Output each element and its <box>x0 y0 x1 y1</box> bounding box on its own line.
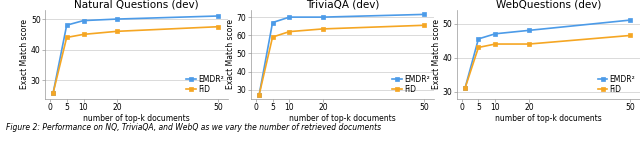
EMDR² <box>461 88 468 89</box>
FiD <box>492 43 499 45</box>
FiD <box>420 24 428 26</box>
EMDR² <box>255 94 263 96</box>
Line: FiD: FiD <box>463 34 632 90</box>
Title: TriviaQA (dev): TriviaQA (dev) <box>306 0 379 9</box>
Line: EMDR²: EMDR² <box>51 14 220 94</box>
EMDR² <box>285 16 293 18</box>
X-axis label: number of top-k documents: number of top-k documents <box>495 114 602 123</box>
Title: Natural Questions (dev): Natural Questions (dev) <box>74 0 199 9</box>
EMDR² <box>214 15 222 17</box>
Text: Figure 2: Performance on NQ, TriviaQA, and WebQ as we vary the number of retriev: Figure 2: Performance on NQ, TriviaQA, a… <box>6 123 381 132</box>
EMDR² <box>63 24 70 26</box>
FiD <box>525 43 532 45</box>
EMDR² <box>113 18 121 20</box>
EMDR² <box>79 20 87 21</box>
X-axis label: number of top-k documents: number of top-k documents <box>83 114 190 123</box>
EMDR² <box>492 33 499 35</box>
EMDR² <box>525 29 532 31</box>
EMDR² <box>319 16 327 18</box>
EMDR² <box>420 14 428 15</box>
Y-axis label: Exact Match score: Exact Match score <box>20 19 29 89</box>
FiD <box>319 28 327 30</box>
Legend: EMDR², FiD: EMDR², FiD <box>186 74 225 95</box>
EMDR² <box>269 22 276 23</box>
Line: EMDR²: EMDR² <box>257 12 426 97</box>
FiD <box>49 92 57 93</box>
Title: WebQuestions (dev): WebQuestions (dev) <box>495 0 601 9</box>
X-axis label: number of top-k documents: number of top-k documents <box>289 114 396 123</box>
FiD <box>461 88 468 89</box>
Line: FiD: FiD <box>51 25 220 94</box>
FiD <box>626 35 634 36</box>
Legend: EMDR², FiD: EMDR², FiD <box>598 74 636 95</box>
FiD <box>79 34 87 35</box>
Legend: EMDR², FiD: EMDR², FiD <box>392 74 430 95</box>
FiD <box>269 36 276 38</box>
FiD <box>285 31 293 32</box>
Line: EMDR²: EMDR² <box>463 18 632 90</box>
FiD <box>113 30 121 32</box>
FiD <box>63 37 70 38</box>
FiD <box>214 26 222 27</box>
EMDR² <box>626 19 634 21</box>
FiD <box>475 47 483 48</box>
FiD <box>255 94 263 96</box>
Y-axis label: Exact Match score: Exact Match score <box>227 19 236 89</box>
Y-axis label: Exact Match score: Exact Match score <box>432 19 441 89</box>
EMDR² <box>49 92 57 93</box>
EMDR² <box>475 38 483 40</box>
Line: FiD: FiD <box>257 23 426 97</box>
